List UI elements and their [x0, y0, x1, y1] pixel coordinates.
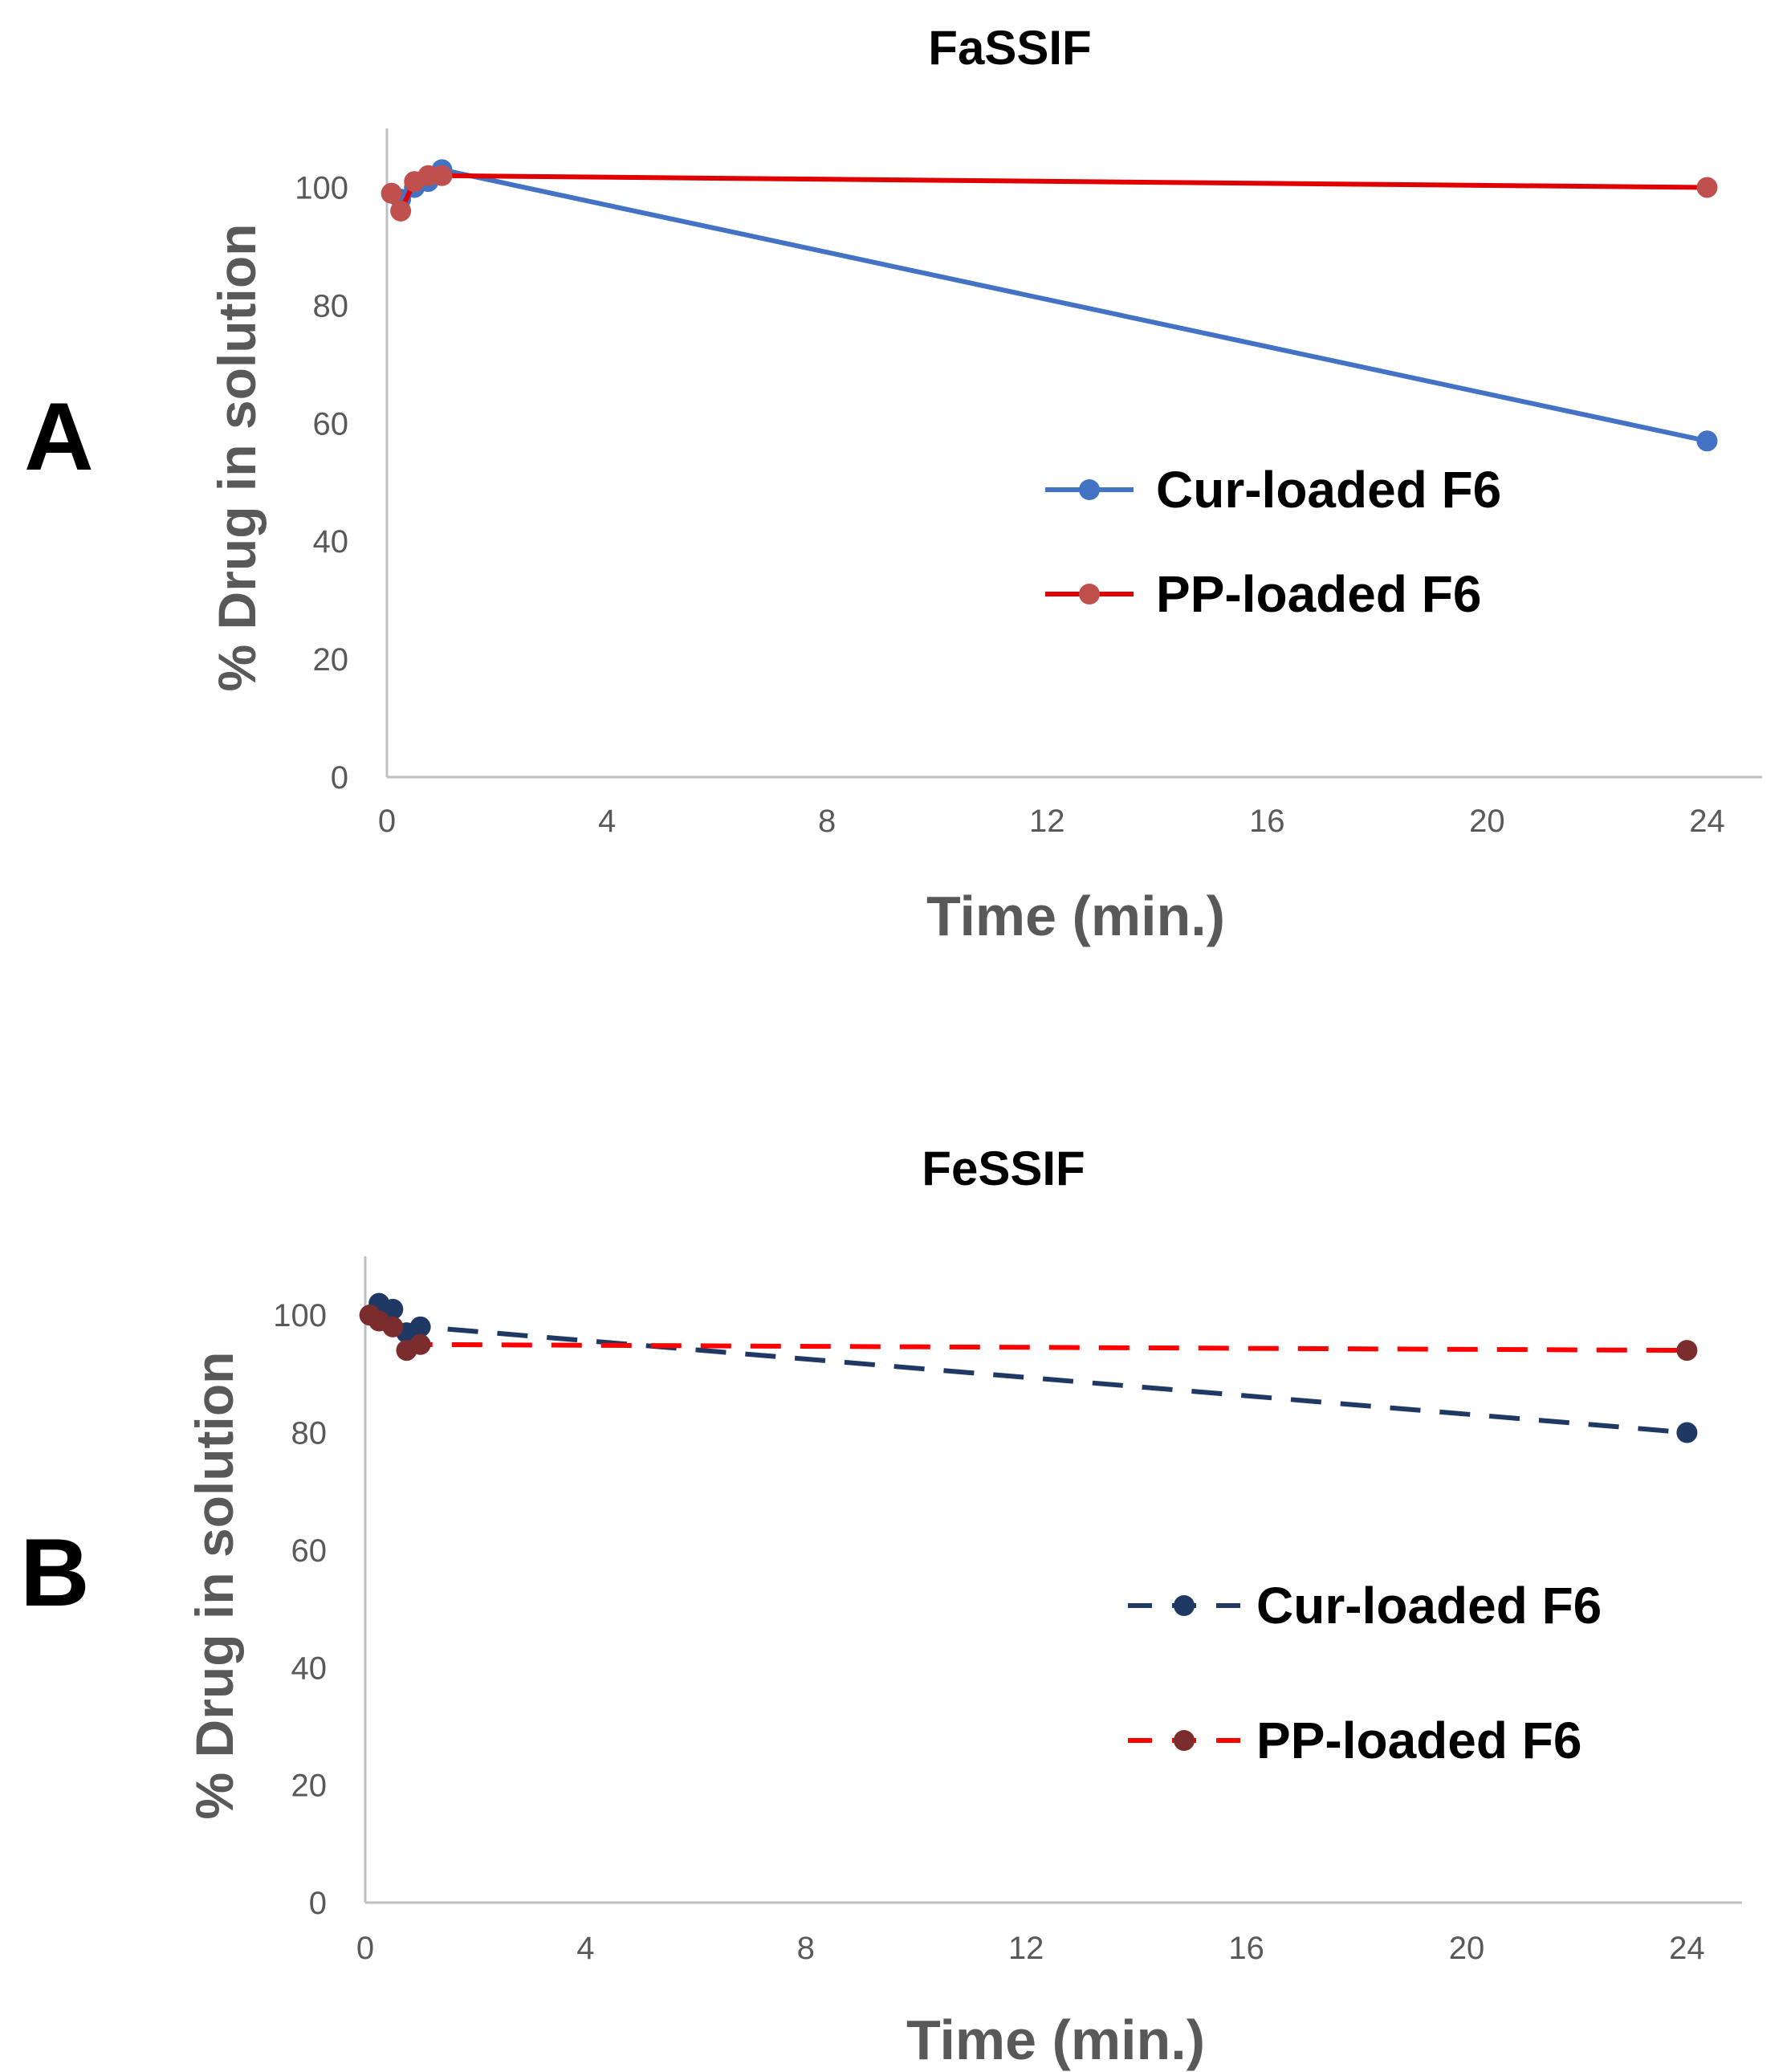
data-point-pp: [431, 165, 453, 186]
data-point-pp: [1676, 1340, 1698, 1362]
data-point-pp: [409, 1333, 431, 1355]
chart-panel-b: B FeSSIF % Drug in solution Time (min.) …: [20, 1142, 1742, 2071]
legend-a: Cur-loaded F6 PP-loaded F6: [1045, 461, 1501, 623]
y-tick-label: 40: [313, 524, 349, 560]
series-line-cur: [368, 1301, 1687, 1435]
legend-label: PP-loaded F6: [1256, 1712, 1581, 1769]
series-line-pp: [389, 173, 1708, 214]
x-tick-label: 0: [378, 804, 396, 839]
legend-label: Cur-loaded F6: [1256, 1577, 1602, 1634]
y-tick-label: 60: [291, 1533, 328, 1569]
y-tick-label: 40: [291, 1651, 328, 1686]
y-axis-label-a: % Drug in solution: [207, 224, 267, 692]
plot-area-b: [359, 1292, 1698, 1443]
legend-label: Cur-loaded F6: [1156, 461, 1501, 519]
data-point-pp: [382, 1316, 404, 1337]
plot-area-a: [381, 159, 1718, 452]
y-tick-label: 20: [313, 642, 349, 678]
data-point-cur: [409, 1316, 431, 1337]
x-tick-label: 8: [797, 1931, 815, 1966]
legend-swatch-marker: [1174, 1730, 1195, 1751]
legend-b: Cur-loaded F6 PP-loaded F6: [1128, 1577, 1602, 1769]
y-axis-label-b: % Drug in solution: [185, 1352, 244, 1820]
y-tick-label: 100: [295, 170, 348, 206]
tick-labels-a: 0 20 40 60 80 100 0 4 8 12 16 20 24: [295, 170, 1724, 839]
axes-a: [385, 128, 1762, 779]
legend-swatch-marker: [1079, 479, 1100, 500]
x-tick-label: 0: [356, 1931, 374, 1966]
x-tick-label: 12: [1008, 1931, 1044, 1966]
x-tick-label: 12: [1029, 804, 1065, 839]
chart-title-fassif: FaSSIF: [928, 21, 1091, 75]
chart-title-fessif: FeSSIF: [922, 1142, 1085, 1195]
x-tick-label: 4: [598, 804, 616, 839]
axes-b: [364, 1256, 1742, 1904]
data-point-pp: [390, 200, 412, 222]
legend-label: PP-loaded F6: [1156, 565, 1481, 623]
series-line-pp: [368, 1313, 1687, 1354]
x-tick-label: 4: [576, 1931, 594, 1966]
x-axis-label-b: Time (min.): [906, 2009, 1205, 2071]
x-tick-label: 20: [1469, 804, 1505, 839]
data-point-cur: [382, 1298, 404, 1320]
y-tick-label: 0: [331, 760, 348, 796]
y-tick-label: 80: [291, 1416, 328, 1451]
x-tick-label: 24: [1669, 1931, 1705, 1966]
legend-swatch-marker: [1174, 1595, 1195, 1616]
x-tick-label: 16: [1228, 1931, 1264, 1966]
data-point-cur: [1676, 1422, 1698, 1443]
y-tick-label: 60: [313, 406, 349, 442]
y-tick-label: 0: [309, 1886, 327, 1921]
y-tick-label: 20: [291, 1769, 328, 1804]
data-point-pp: [381, 182, 402, 204]
tick-labels-b: 0 20 40 60 80 100 0 4 8 12 16 20 24: [273, 1298, 1704, 1966]
x-tick-label: 16: [1249, 804, 1285, 839]
series-line-cur: [390, 167, 1708, 444]
x-axis-label-a: Time (min.): [926, 885, 1225, 947]
panel-label-b: B: [20, 1519, 90, 1626]
x-tick-label: 20: [1449, 1931, 1485, 1966]
data-point-pp: [1696, 177, 1718, 198]
x-tick-label: 8: [818, 804, 836, 839]
x-tick-label: 24: [1689, 804, 1725, 839]
data-point-cur: [1696, 430, 1718, 452]
legend-swatch-marker: [1079, 584, 1100, 605]
y-tick-label: 100: [273, 1298, 327, 1333]
y-tick-label: 80: [313, 288, 349, 324]
panel-label-a: A: [24, 383, 94, 491]
chart-panel-a: A FaSSIF % Drug in solution Time (min.) …: [24, 21, 1762, 947]
